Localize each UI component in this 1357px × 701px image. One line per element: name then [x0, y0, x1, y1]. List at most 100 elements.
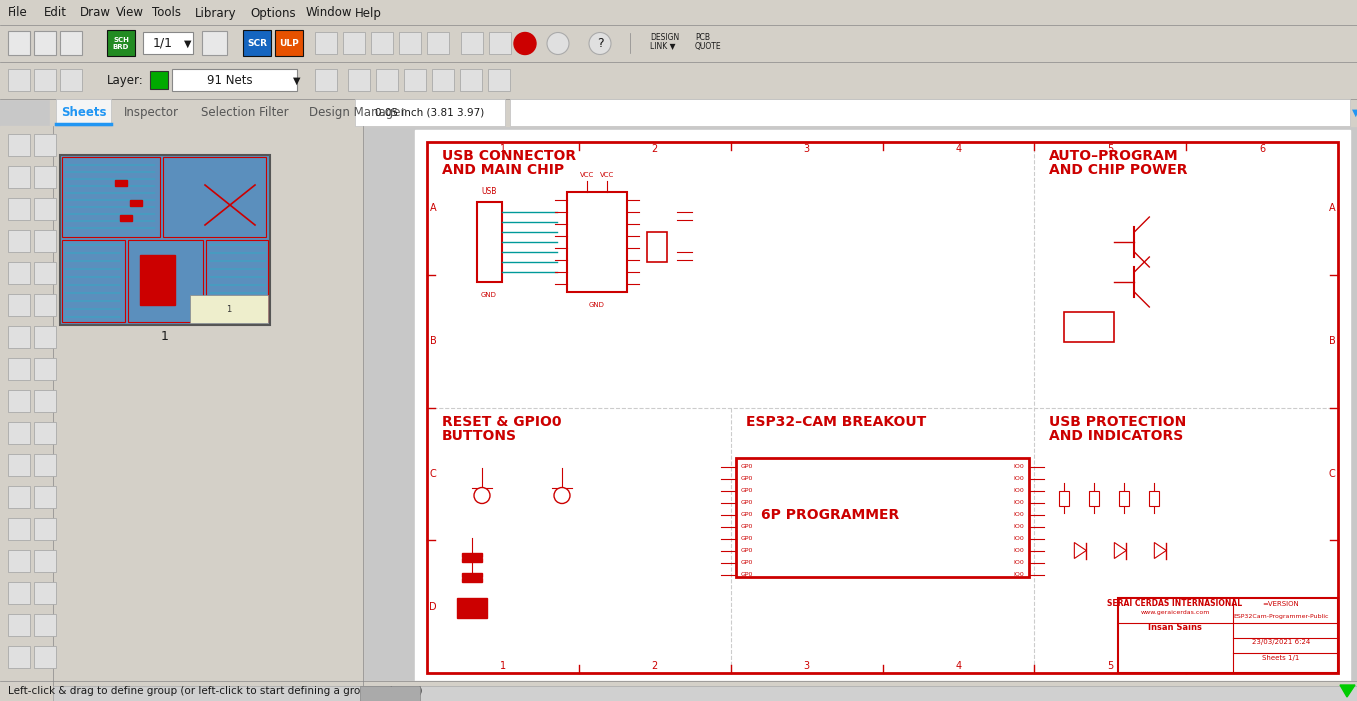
Text: 4: 4 — [955, 661, 962, 671]
Text: C: C — [1329, 469, 1335, 479]
Bar — [315, 32, 337, 54]
Bar — [0, 0, 1357, 25]
Text: Sheets 1/1: Sheets 1/1 — [1262, 655, 1300, 661]
Bar — [34, 262, 56, 284]
Bar — [0, 25, 1357, 62]
Text: D: D — [429, 601, 437, 612]
Bar — [119, 215, 132, 221]
Text: 6: 6 — [1259, 144, 1265, 154]
Bar — [8, 134, 30, 156]
Circle shape — [514, 32, 536, 55]
Text: IO0: IO0 — [1014, 561, 1025, 566]
Bar — [415, 130, 1350, 685]
Text: A: A — [430, 203, 437, 213]
Circle shape — [547, 32, 569, 55]
Bar — [62, 240, 125, 322]
Text: Tools: Tools — [152, 6, 180, 20]
Text: 1: 1 — [499, 144, 506, 154]
Polygon shape — [1339, 685, 1356, 697]
Bar — [60, 31, 81, 55]
Text: Layer:: Layer: — [107, 74, 144, 87]
Text: GP0: GP0 — [741, 501, 753, 505]
Text: Inspector: Inspector — [123, 106, 179, 119]
Bar — [735, 458, 1030, 577]
Text: =VERSION: =VERSION — [1262, 601, 1300, 607]
Bar — [460, 69, 482, 91]
Text: B: B — [430, 336, 437, 346]
Text: ULP: ULP — [280, 39, 299, 48]
Bar — [34, 614, 56, 636]
Bar — [62, 157, 160, 237]
Text: File: File — [8, 6, 27, 20]
Text: 5: 5 — [1107, 661, 1113, 671]
Text: Design Manager: Design Manager — [309, 106, 406, 119]
Bar — [34, 198, 56, 220]
Bar — [1149, 491, 1159, 505]
Text: ESP32–CAM BREAKOUT: ESP32–CAM BREAKOUT — [745, 414, 925, 428]
Text: D: D — [1329, 601, 1335, 612]
Text: View: View — [115, 6, 144, 20]
Text: 2: 2 — [651, 144, 658, 154]
Circle shape — [589, 32, 611, 55]
Bar — [190, 295, 267, 323]
Text: www.geraicerdas.com: www.geraicerdas.com — [1140, 610, 1209, 615]
Bar — [56, 99, 111, 126]
Text: AND CHIP POWER: AND CHIP POWER — [1049, 163, 1187, 177]
Bar — [1090, 491, 1099, 505]
Bar — [1118, 598, 1338, 673]
Bar — [489, 32, 512, 54]
Bar — [60, 155, 270, 325]
Text: GP0: GP0 — [741, 477, 753, 482]
Bar — [315, 69, 337, 91]
Text: GP0: GP0 — [741, 465, 753, 470]
Bar — [0, 126, 53, 701]
Text: GND: GND — [589, 302, 605, 308]
Bar — [107, 30, 134, 56]
Bar — [461, 552, 482, 557]
Bar — [34, 31, 56, 55]
Bar — [8, 454, 30, 476]
Text: IO0: IO0 — [1014, 512, 1025, 517]
Text: GP0: GP0 — [741, 512, 753, 517]
Text: IO0: IO0 — [1014, 477, 1025, 482]
Text: 0.05 inch (3.81 3.97): 0.05 inch (3.81 3.97) — [376, 107, 484, 118]
Text: 6P PROGRAMMER: 6P PROGRAMMER — [761, 508, 898, 522]
Bar — [8, 486, 30, 508]
Text: SCH
BRD: SCH BRD — [113, 37, 129, 50]
Text: 91 Nets: 91 Nets — [208, 74, 252, 87]
Text: Sheets: Sheets — [61, 106, 106, 119]
Bar — [461, 573, 482, 576]
Text: 1/1: 1/1 — [153, 37, 172, 50]
Bar — [115, 180, 128, 186]
Bar — [647, 232, 668, 262]
Text: IO0: IO0 — [1014, 489, 1025, 494]
Bar — [130, 200, 142, 206]
Bar — [8, 358, 30, 380]
Bar — [60, 69, 81, 91]
Bar — [34, 518, 56, 540]
Polygon shape — [1075, 543, 1087, 559]
Text: RESET & GPIO0: RESET & GPIO0 — [442, 414, 562, 428]
Text: IO0: IO0 — [1014, 548, 1025, 554]
Bar — [0, 62, 1357, 99]
Text: VCC: VCC — [600, 172, 615, 178]
Text: Library: Library — [194, 6, 236, 20]
Text: GP0: GP0 — [741, 489, 753, 494]
Bar — [53, 686, 1357, 701]
Bar — [140, 255, 175, 305]
Bar — [457, 597, 487, 618]
Bar — [8, 262, 30, 284]
Text: IO0: IO0 — [1014, 524, 1025, 529]
Bar — [461, 32, 483, 54]
Bar — [427, 142, 1338, 673]
Text: ESP32Cam-Programmer-Public: ESP32Cam-Programmer-Public — [1234, 614, 1329, 619]
Text: 5: 5 — [1107, 144, 1113, 154]
Text: ▼: ▼ — [1352, 107, 1357, 118]
Text: SERAI CERDAS INTERNASIONAL: SERAI CERDAS INTERNASIONAL — [1107, 599, 1243, 608]
Bar — [510, 99, 1350, 126]
Bar — [478, 202, 502, 282]
Bar — [34, 486, 56, 508]
Text: QUOTE: QUOTE — [695, 41, 722, 50]
Bar — [1120, 491, 1129, 505]
Bar — [34, 294, 56, 316]
